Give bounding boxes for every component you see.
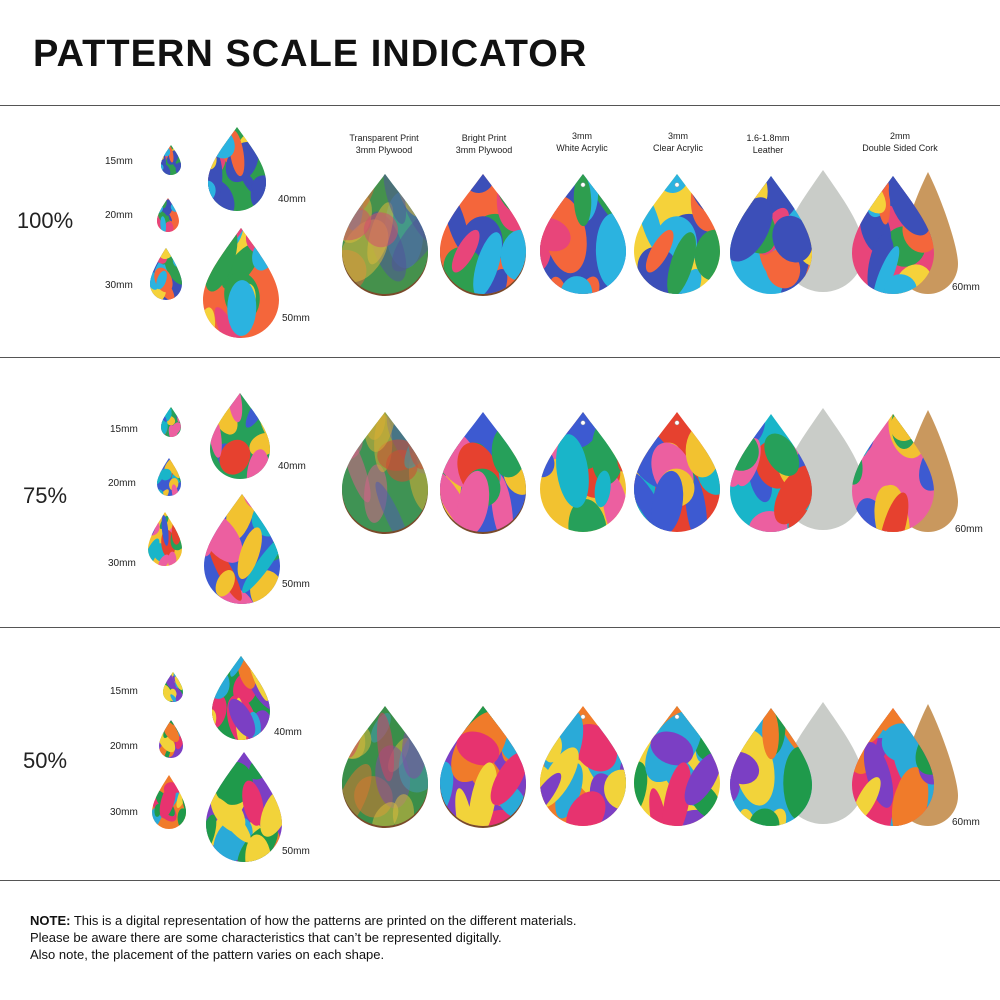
swatch-white-acrylic — [540, 174, 626, 294]
size-label-60mm: 60mm — [952, 282, 980, 293]
swatch-cork — [852, 708, 934, 826]
size-label-50mm: 50mm — [282, 846, 310, 857]
size-swatch — [163, 672, 183, 702]
swatch-white-acrylic — [540, 706, 626, 826]
material-label-white-acrylic: 3mm White Acrylic — [556, 131, 608, 153]
size-label-50mm: 50mm — [282, 313, 310, 324]
page-title: PATTERN SCALE INDICATOR — [33, 33, 588, 75]
scale-label: 50% — [22, 748, 68, 773]
size-swatch — [157, 458, 181, 496]
scale-label: 100% — [16, 208, 74, 233]
swatch-cork — [852, 176, 934, 294]
size-label-60mm: 60mm — [955, 524, 983, 535]
size-label-40mm: 40mm — [274, 727, 302, 738]
swatch-bright-plywood — [440, 412, 526, 534]
swatch-leather — [730, 176, 812, 294]
divider — [0, 880, 1000, 881]
divider — [0, 357, 1000, 358]
swatch-leather-back — [782, 170, 864, 292]
swatch-transparent-plywood — [342, 706, 428, 828]
swatch-cork-back — [898, 410, 958, 532]
swatch-clear-acrylic — [634, 706, 720, 826]
size-swatch — [157, 198, 179, 232]
size-label-20mm: 20mm — [110, 741, 138, 752]
size-label-30mm: 30mm — [105, 280, 133, 291]
size-swatch — [203, 228, 279, 338]
size-label-30mm: 30mm — [110, 807, 138, 818]
swatch-leather — [730, 708, 812, 826]
swatch-white-acrylic — [540, 412, 626, 532]
size-label-15mm: 15mm — [105, 156, 133, 167]
size-label-50mm: 50mm — [282, 579, 310, 590]
swatch-transparent-plywood — [342, 412, 428, 534]
swatch-cork-back — [898, 172, 958, 294]
material-label-cork: 2mm Double Sided Cork — [862, 131, 938, 153]
size-label-30mm: 30mm — [108, 558, 136, 569]
divider — [0, 105, 1000, 106]
size-swatch — [206, 752, 282, 862]
size-swatch — [159, 720, 183, 758]
note-text: NOTE: This is a digital representation o… — [30, 913, 577, 962]
size-swatch — [161, 407, 181, 437]
swatch-cork — [852, 414, 934, 532]
swatch-bright-plywood — [440, 706, 526, 828]
size-label-20mm: 20mm — [105, 210, 133, 221]
size-label-40mm: 40mm — [278, 461, 306, 472]
size-swatch — [210, 393, 270, 479]
size-swatch — [204, 494, 280, 604]
size-label-20mm: 20mm — [108, 478, 136, 489]
swatch-leather-back — [782, 408, 864, 530]
swatch-clear-acrylic — [634, 412, 720, 532]
size-label-60mm: 60mm — [952, 817, 980, 828]
size-swatch — [208, 127, 266, 211]
size-swatch — [148, 512, 182, 566]
material-label-leather: 1.6-1.8mm Leather — [746, 133, 790, 155]
size-label-40mm: 40mm — [278, 194, 306, 205]
swatch-bright-plywood — [440, 174, 526, 296]
swatch-leather-back — [782, 702, 864, 824]
scale-label: 75% — [22, 483, 68, 508]
material-label-clear-acrylic: 3mm Clear Acrylic — [652, 131, 703, 153]
swatch-leather — [730, 414, 812, 532]
size-label-15mm: 15mm — [110, 424, 138, 435]
size-swatch — [152, 775, 186, 829]
divider — [0, 627, 1000, 628]
size-label-15mm: 15mm — [110, 686, 138, 697]
size-swatch — [161, 145, 181, 175]
material-label-transparent-plywood: Transparent Print 3mm Plywood — [349, 133, 419, 155]
material-label-bright-plywood: Bright Print 3mm Plywood — [455, 133, 513, 155]
swatch-cork-back — [898, 704, 958, 826]
swatch-clear-acrylic — [634, 174, 720, 294]
note-bold: NOTE: — [30, 913, 71, 928]
swatch-transparent-plywood — [342, 174, 428, 296]
size-swatch — [212, 656, 270, 740]
size-swatch — [150, 248, 182, 300]
